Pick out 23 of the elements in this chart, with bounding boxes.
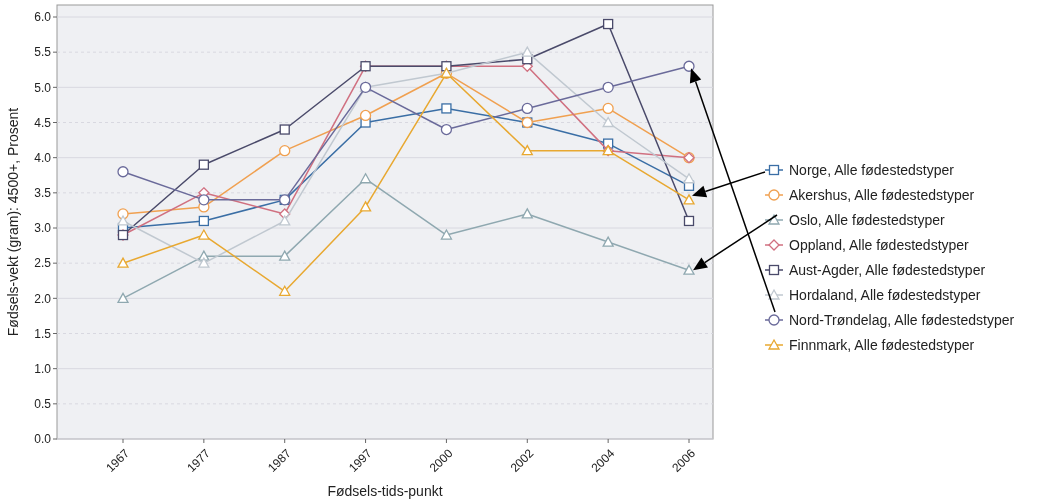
y-tick-label: 1.5 xyxy=(34,326,52,341)
y-tick-label: 5.0 xyxy=(34,80,52,95)
legend-label: Nord-Trøndelag, Alle fødestedstyper xyxy=(789,311,1015,328)
legend-label: Norge, Alle fødestedstyper xyxy=(789,161,955,178)
legend-label: Hordaland, Alle fødestedstyper xyxy=(789,286,981,303)
y-tick-label: 0.0 xyxy=(34,432,52,447)
legend-label: Oslo, Alle fødestedstyper xyxy=(789,211,945,228)
x-axis-title: Fødsels-tids-punkt xyxy=(327,483,443,499)
y-tick-label: 4.0 xyxy=(34,150,52,165)
legend-label: Finnmark, Alle fødestedstyper xyxy=(789,336,975,353)
legend-label: Aust-Agder, Alle fødestedstyper xyxy=(789,261,986,278)
y-tick-label: 2.5 xyxy=(34,256,52,271)
legend-label: Oppland, Alle fødestedstyper xyxy=(789,236,970,253)
y-tick-label: 6.0 xyxy=(34,10,52,25)
y-tick-label: 1.0 xyxy=(34,361,52,376)
legend-label: Akershus, Alle fødestedstyper xyxy=(789,186,975,203)
y-tick-label: 2.0 xyxy=(34,291,52,306)
y-tick-label: 0.5 xyxy=(34,397,52,412)
y-tick-label: 3.0 xyxy=(34,221,52,236)
y-tick-label: 3.5 xyxy=(34,186,52,201)
y-axis-title: Fødsels-vekt (gram): 4500+, Prosent xyxy=(5,107,21,337)
y-tick-label: 5.5 xyxy=(34,45,52,60)
y-tick-label: 4.5 xyxy=(34,115,52,130)
